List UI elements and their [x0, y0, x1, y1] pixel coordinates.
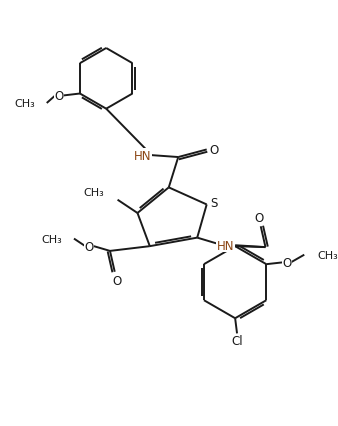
Text: O: O	[112, 274, 121, 287]
Text: O: O	[283, 256, 292, 269]
Text: HN: HN	[217, 239, 235, 252]
Text: S: S	[211, 196, 218, 210]
Text: CH₃: CH₃	[15, 99, 35, 109]
Text: CH₃: CH₃	[83, 188, 104, 198]
Text: O: O	[210, 144, 219, 157]
Text: HN: HN	[134, 149, 151, 162]
Text: O: O	[254, 212, 263, 225]
Text: Cl: Cl	[231, 335, 243, 348]
Text: O: O	[84, 240, 94, 253]
Text: CH₃: CH₃	[42, 234, 63, 244]
Text: CH₃: CH₃	[317, 250, 338, 260]
Text: O: O	[54, 90, 64, 103]
